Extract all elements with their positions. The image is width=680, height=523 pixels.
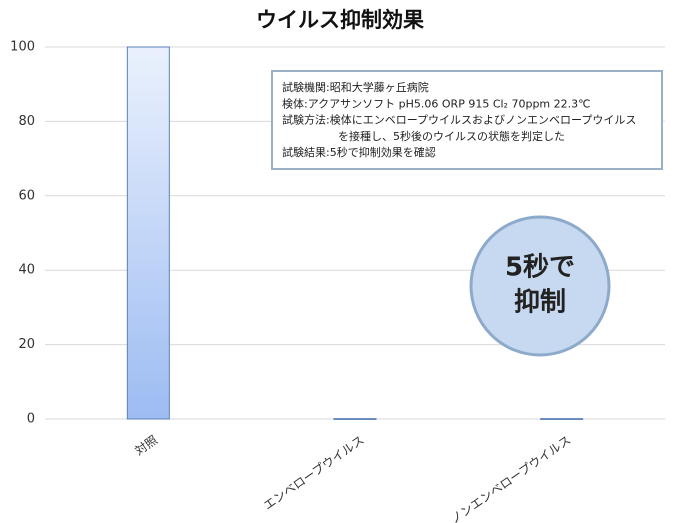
bar [540,418,584,420]
callout-text: 抑制 [514,288,566,318]
y-tick-label: 60 [18,188,35,203]
callout-circle [469,215,611,357]
y-tick-label: 0 [27,412,35,427]
y-tick-label: 100 [10,40,35,55]
x-tick-label: エンベロープウイルス [261,433,367,513]
y-tick-label: 40 [18,263,35,278]
x-tick-label: 対照 [132,433,160,458]
info-line: 検体:アクアサンソフト pH5.06 ORP 915 Cl₂ 70ppm 22.… [282,96,590,110]
info-line: 試験機関:昭和大学藤ヶ丘病院 [282,80,429,94]
y-tick-label: 80 [18,114,35,129]
bar [126,46,170,420]
bar [333,418,377,420]
info-line: 試験結果:5秒で抑制効果を確認 [282,145,436,159]
callout-text: 5秒で [505,253,575,283]
info-box [271,70,663,170]
chart-title: ウイルス抑制効果 [256,8,424,32]
y-tick-label: 20 [18,337,35,352]
info-line: 試験方法:検体にエンベロープウイルスおよびノンエンベロープウイルス [282,113,636,127]
info-line: を接種し、5秒後のウイルスの状態を判定した [338,129,565,143]
x-tick-label: ノンエンベロープウイルス [448,433,573,523]
